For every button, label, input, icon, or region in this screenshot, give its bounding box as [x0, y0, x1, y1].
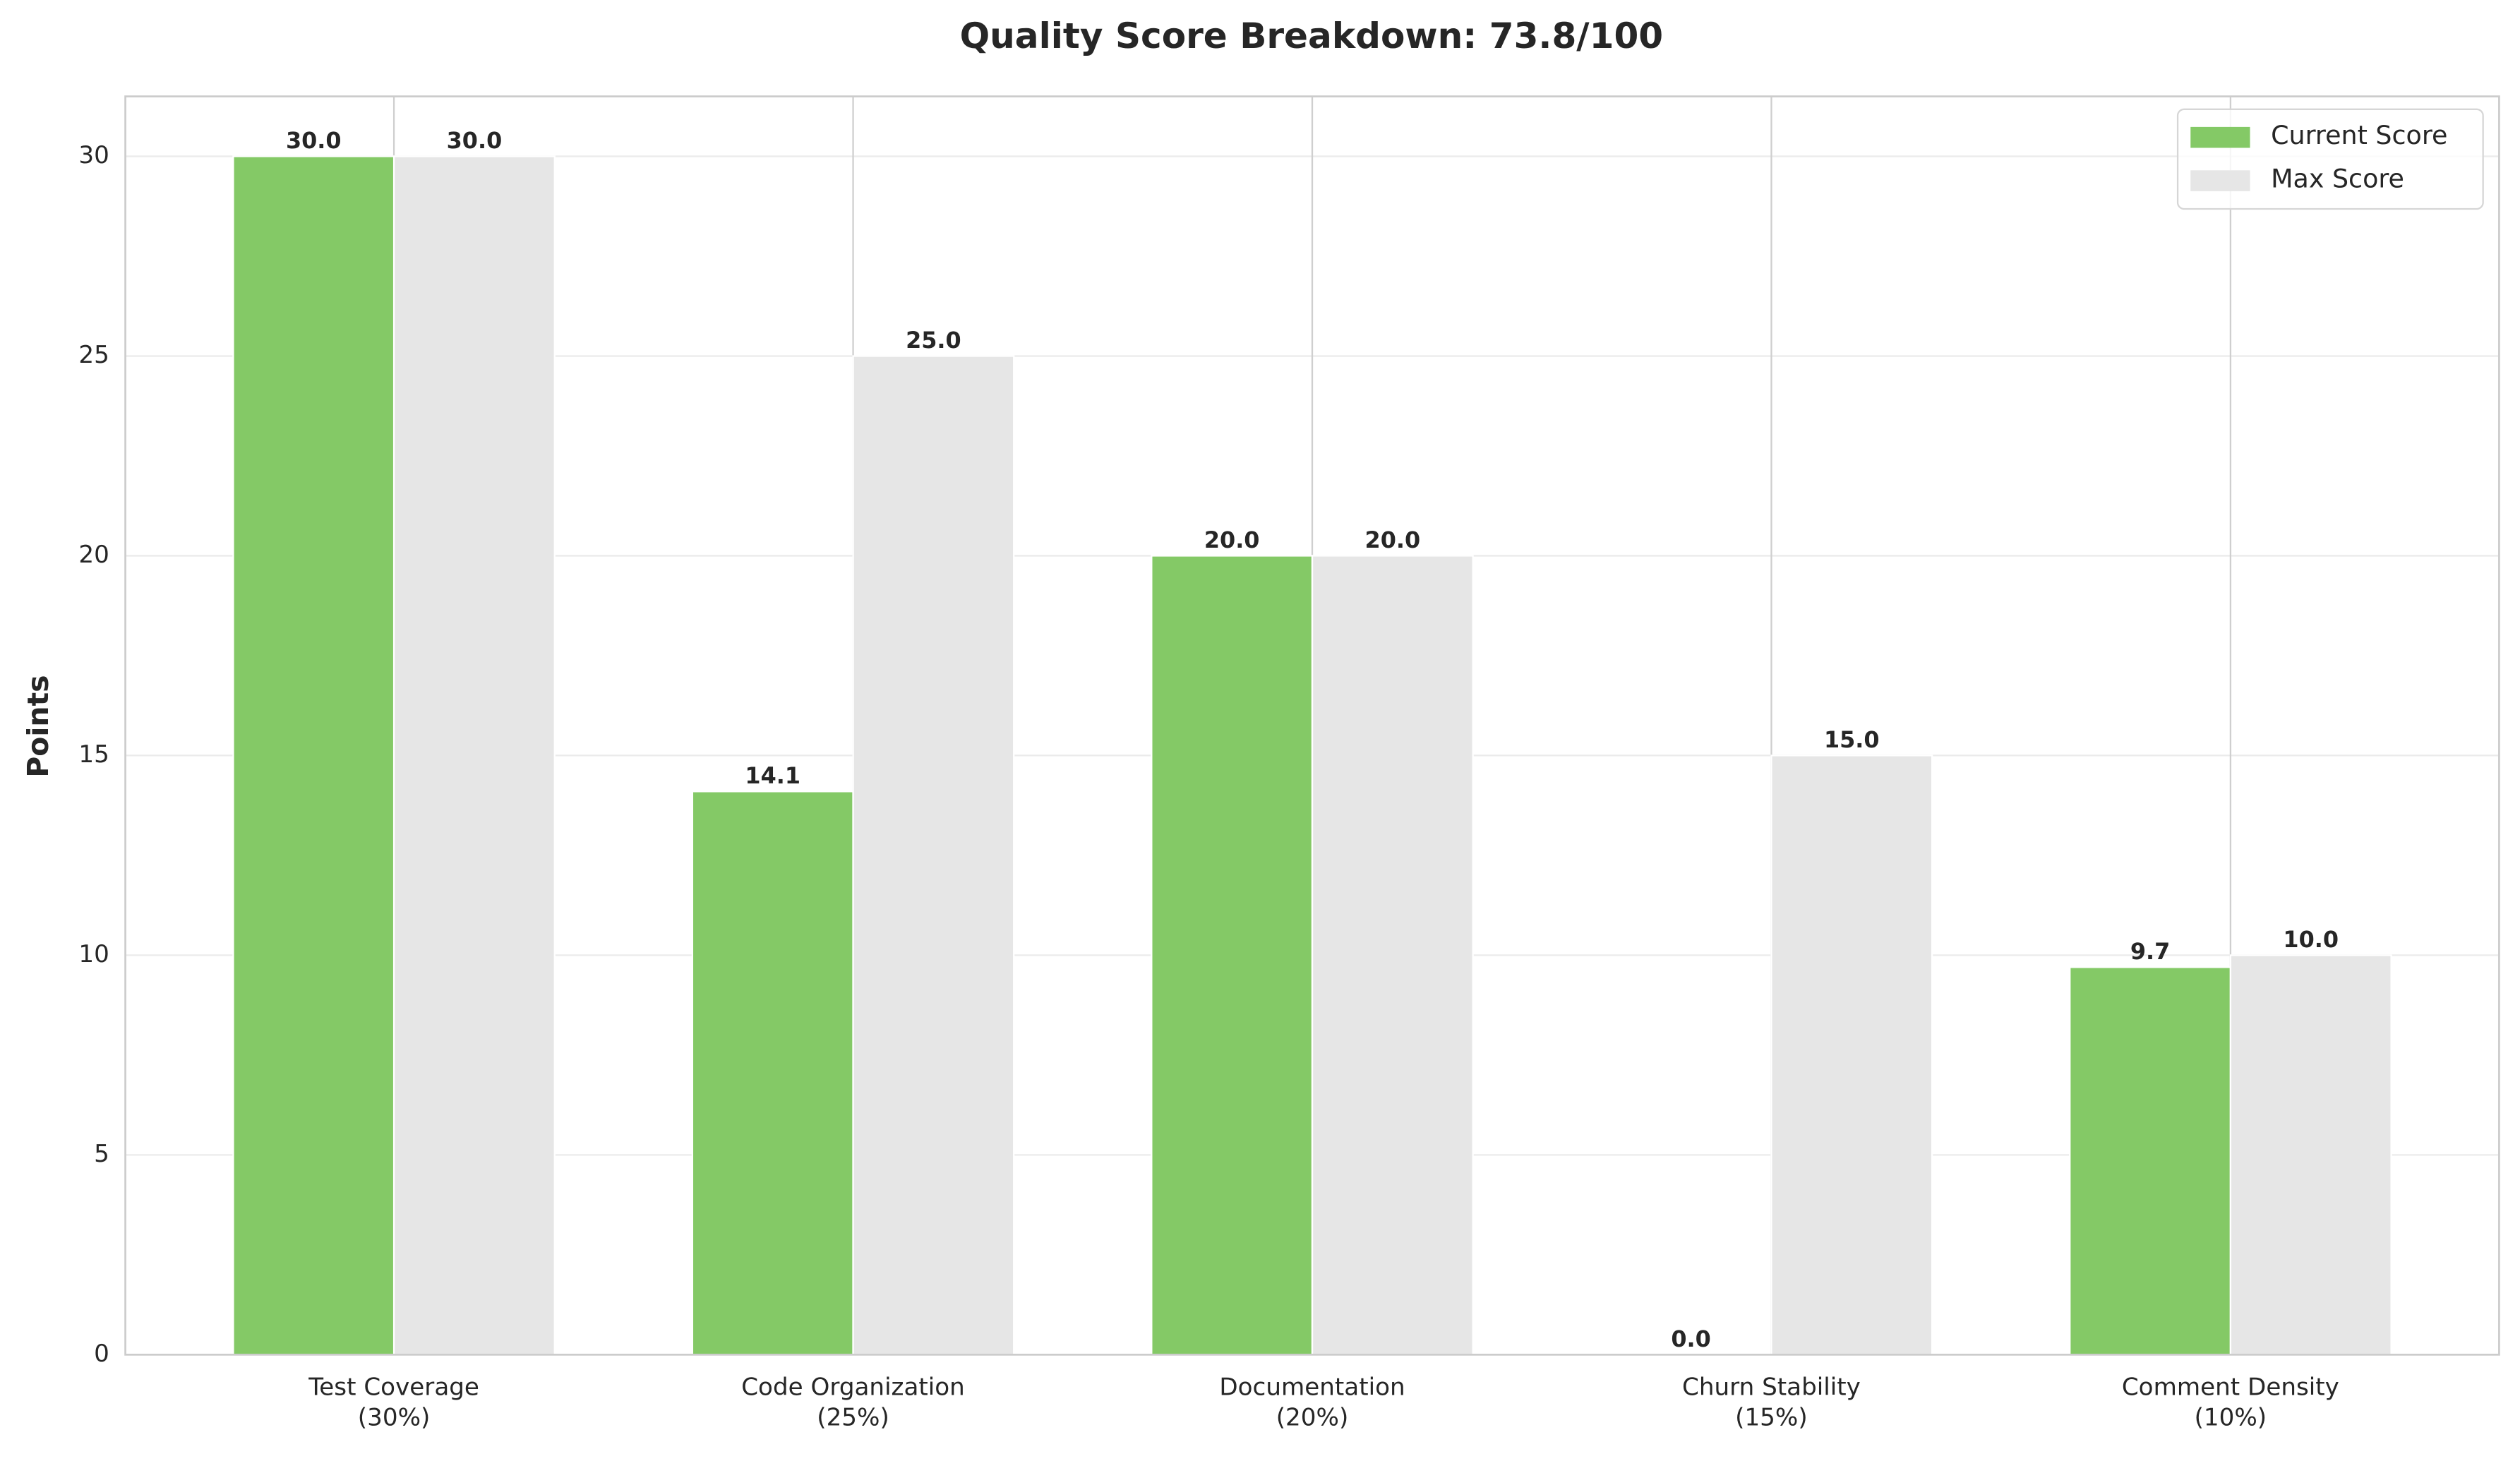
y-tick-label: 15	[78, 740, 109, 769]
value-label: 30.0	[286, 127, 342, 154]
bar	[852, 355, 1015, 1356]
y-tick-label: 30	[78, 141, 109, 169]
value-label: 15.0	[1824, 726, 1880, 753]
x-tick-label: Churn Stability (15%)	[1681, 1372, 1861, 1432]
plot-frame	[124, 95, 2500, 1356]
bar	[2229, 954, 2392, 1356]
value-label: 10.0	[2283, 926, 2339, 953]
y-tick-label: 25	[78, 341, 109, 369]
value-label: 9.7	[2130, 938, 2170, 965]
value-label: 25.0	[906, 327, 961, 354]
x-tick-label: Test Coverage (30%)	[308, 1372, 479, 1432]
legend-box	[2176, 108, 2484, 210]
y-tick-label: 5	[94, 1140, 109, 1168]
legend-label: Max Score	[2271, 164, 2404, 194]
bar	[691, 790, 854, 1356]
bar	[1151, 555, 1314, 1356]
legend-label: Current Score	[2271, 120, 2447, 150]
bar	[1311, 555, 1474, 1356]
value-label: 14.1	[745, 762, 800, 789]
y-tick-label: 10	[78, 940, 109, 968]
bar	[2069, 966, 2232, 1356]
bar	[232, 155, 395, 1356]
x-tick-label: Code Organization (25%)	[741, 1372, 965, 1432]
value-label: 0.0	[1671, 1325, 1710, 1352]
value-label: 30.0	[447, 127, 503, 154]
chart-title: Quality Score Breakdown: 73.8/100	[960, 16, 1664, 56]
legend-swatch	[2190, 126, 2250, 148]
bar	[392, 155, 556, 1356]
y-tick-label: 0	[94, 1340, 109, 1368]
legend-swatch	[2190, 170, 2250, 191]
y-tick-label: 20	[78, 541, 109, 569]
value-label: 20.0	[1204, 527, 1260, 553]
x-tick-label: Comment Density (10%)	[2121, 1372, 2339, 1432]
x-tick-label: Documentation (20%)	[1219, 1372, 1405, 1432]
bar	[1770, 754, 1933, 1356]
y-axis-label: Points	[21, 675, 55, 777]
value-label: 20.0	[1365, 527, 1421, 553]
